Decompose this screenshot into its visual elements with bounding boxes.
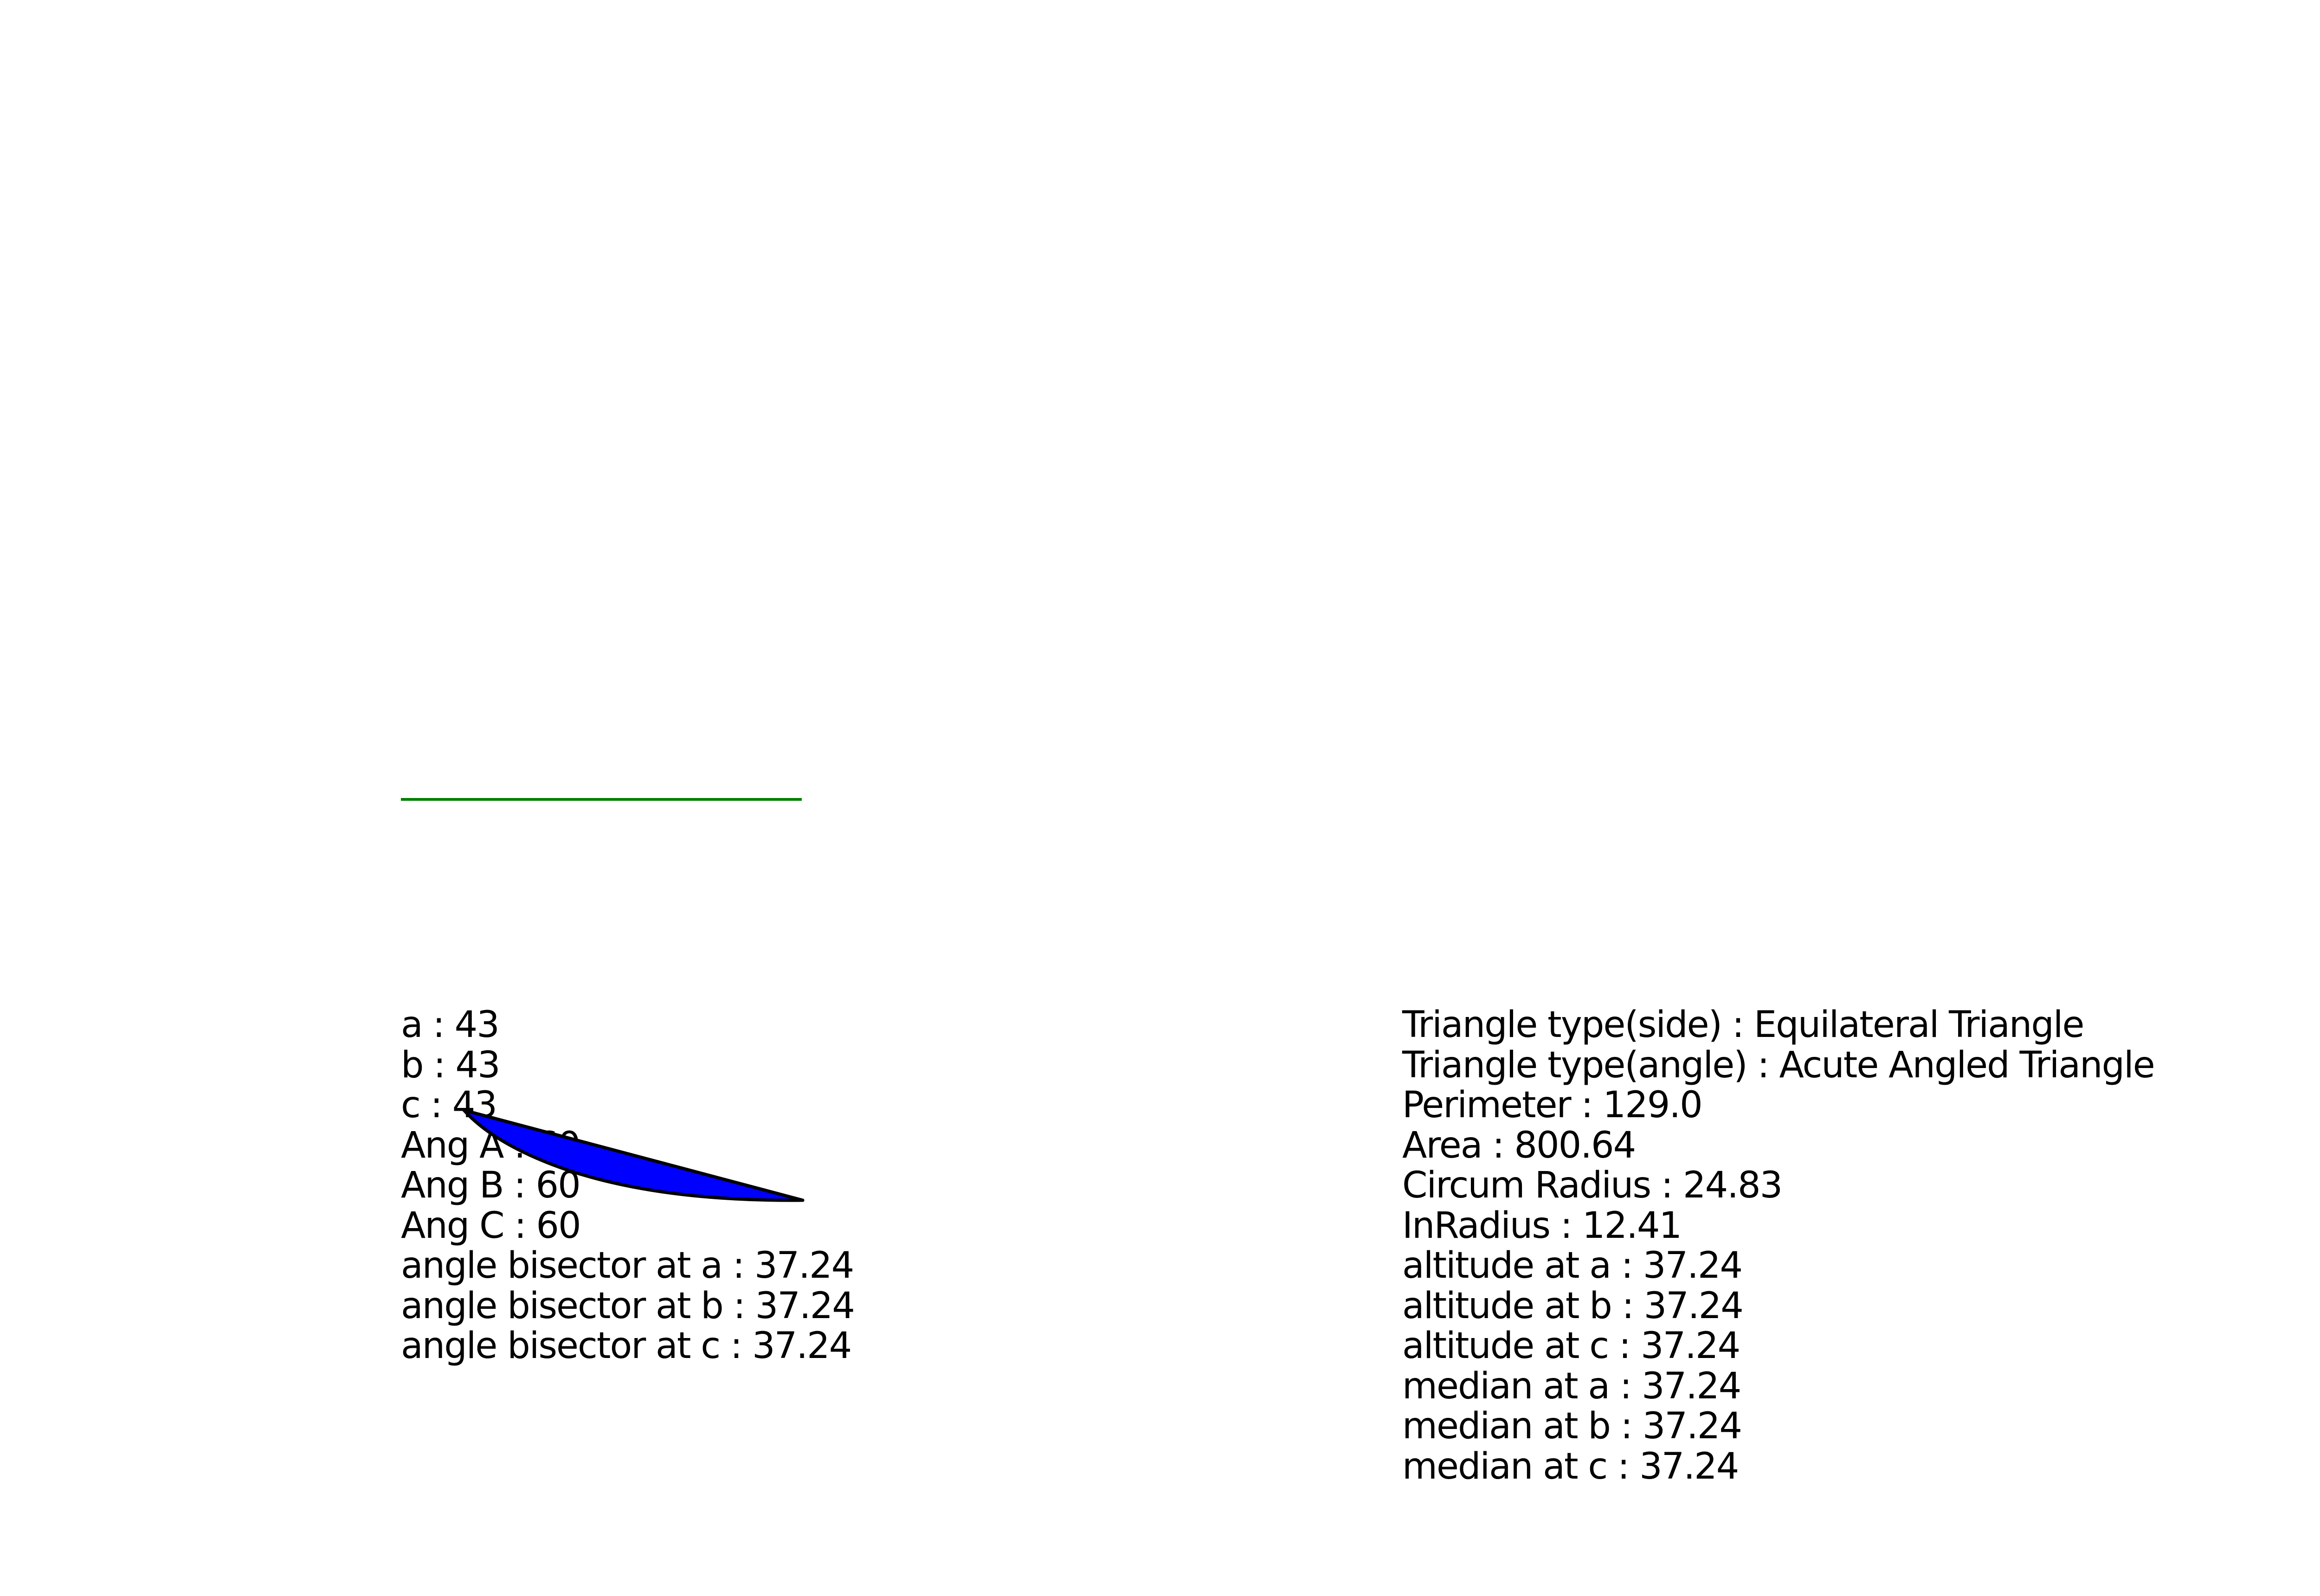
base-line <box>401 798 802 801</box>
bisector-b-text: angle bisector at b : 37.24 <box>401 1285 855 1327</box>
altitude-a-text: altitude at a : 37.24 <box>1402 1245 1743 1287</box>
type-side-text: Triangle type(side) : Equilateral Triang… <box>1402 1004 2084 1046</box>
perimeter-text: Perimeter : 129.0 <box>1402 1084 1703 1126</box>
bisector-a-text: angle bisector at a : 37.24 <box>401 1245 854 1287</box>
side-angle-info: a : 43 b : 43 c : 43 Ang A : 60 Ang B : … <box>401 1004 855 1367</box>
angle-b-text: Ang B : 60 <box>401 1165 581 1206</box>
side-b-text: b : 43 <box>401 1044 501 1086</box>
angle-a-text: Ang A : 60 <box>401 1124 581 1166</box>
side-a-text: a : 43 <box>401 1004 500 1046</box>
bisector-c-text: angle bisector at c : 37.24 <box>401 1325 852 1367</box>
angle-c-text: Ang C : 60 <box>401 1204 581 1247</box>
triangle-properties-info: Triangle type(side) : Equilateral Triang… <box>1402 1004 2155 1487</box>
circumradius-text: Circum Radius : 24.83 <box>1402 1165 1783 1206</box>
median-b-text: median at b : 37.24 <box>1402 1405 1742 1447</box>
side-c-text: c : 43 <box>401 1084 497 1126</box>
area-text: Area : 800.64 <box>1402 1124 1636 1166</box>
altitude-c-text: altitude at c : 37.24 <box>1402 1325 1740 1367</box>
median-c-text: median at c : 37.24 <box>1402 1445 1739 1487</box>
inradius-text: InRadius : 12.41 <box>1402 1204 1682 1247</box>
median-a-text: median at a : 37.24 <box>1402 1365 1741 1407</box>
type-angle-text: Triangle type(angle) : Acute Angled Tria… <box>1402 1044 2155 1086</box>
altitude-b-text: altitude at b : 37.24 <box>1402 1285 1744 1327</box>
